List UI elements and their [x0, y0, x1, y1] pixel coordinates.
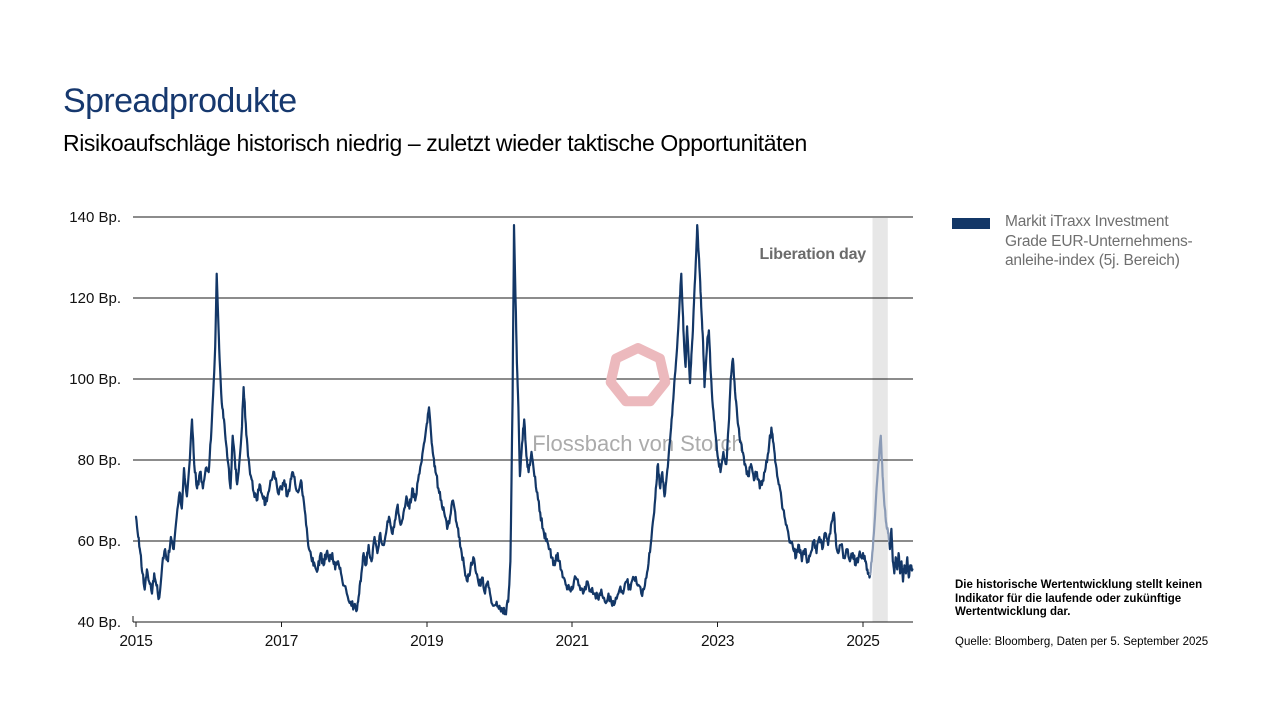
series-line: [134, 224, 872, 616]
x-axis-label: 2023: [701, 633, 734, 650]
disclaimer-line: Wertentwicklung dar.: [955, 606, 1071, 618]
event-band: [872, 218, 888, 622]
fvs-logo-icon: [605, 343, 671, 407]
y-axis-label: 60 Bp.: [78, 533, 121, 550]
series-line-highlight: [869, 434, 891, 576]
x-axis-label: 2015: [119, 633, 152, 650]
disclaimer-line: Die historische Wertentwicklung stellt k…: [955, 579, 1203, 591]
x-axis-label: 2017: [265, 633, 298, 650]
x-axis-label: 2025: [846, 633, 879, 650]
source-note: Quelle: Bloomberg, Daten per 5. Septembe…: [955, 636, 1209, 648]
disclaimer: Die historische Wertentwicklung stellt k…: [955, 579, 1202, 620]
y-axis-label: 80 Bp.: [78, 452, 121, 469]
x-axis-label: 2021: [556, 633, 589, 650]
y-axis-label: 40 Bp.: [78, 614, 121, 631]
disclaimer-line: Indikator für die laufende oder zukünfti…: [955, 592, 1182, 605]
series-line: [888, 527, 914, 583]
x-axis-label: 2019: [410, 633, 443, 650]
y-axis-label: 100 Bp.: [69, 371, 121, 388]
legend-label: Markit iTraxx Investment Grade EUR-Unter…: [1005, 212, 1235, 271]
legend-label-line: anleihe-index (5j. Bereich): [1005, 252, 1180, 269]
page-title: Spreadprodukte: [63, 82, 297, 120]
liberation-day-label: Liberation day: [759, 246, 866, 263]
page-subtitle: Risikoaufschläge historisch niedrig – zu…: [63, 130, 807, 156]
legend-swatch: [952, 218, 990, 229]
watermark-text: Flossbach von Storch: [532, 431, 744, 456]
y-axis-label: 120 Bp.: [69, 290, 121, 307]
legend-label-line: Markit iTraxx Investment: [1005, 213, 1169, 230]
y-axis-label: 140 Bp.: [69, 209, 121, 226]
legend-label-line: Grade EUR-Unternehmens-: [1005, 232, 1193, 250]
